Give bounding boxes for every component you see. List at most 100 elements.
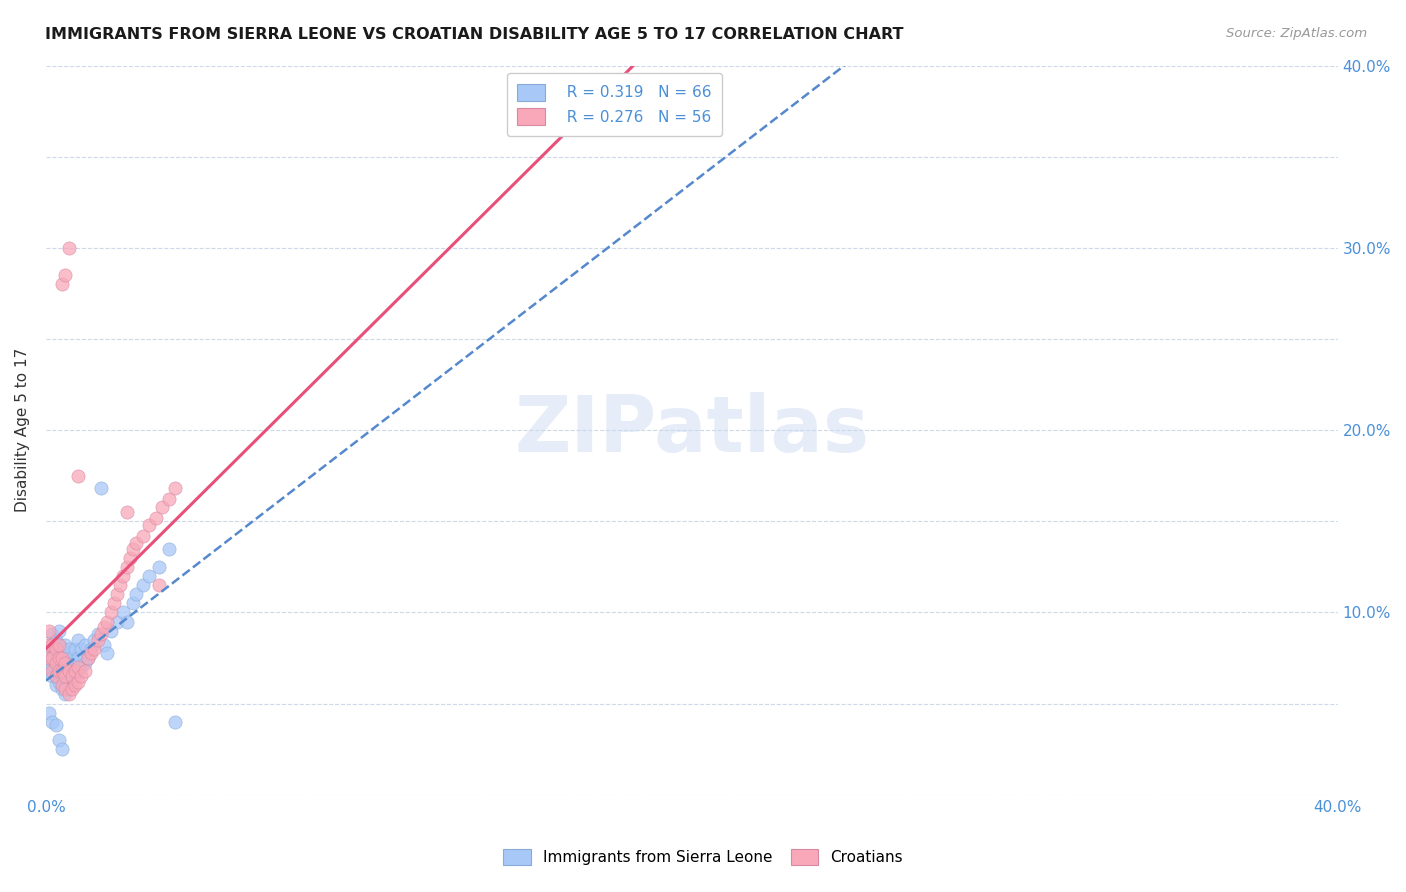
Point: [51, 681, 73, 696]
Point: [38, 624, 60, 638]
Point: [90, 627, 112, 641]
Point: [58, 664, 80, 678]
Point: [53, 688, 76, 702]
Point: [145, 510, 167, 524]
Point: [58, 681, 80, 696]
Point: [41, 669, 63, 683]
Point: [41, 638, 63, 652]
Point: [63, 664, 86, 678]
Point: [67, 660, 90, 674]
Point: [41, 651, 63, 665]
Point: [53, 669, 76, 683]
Point: [67, 674, 90, 689]
Point: [105, 587, 128, 601]
Point: [67, 664, 90, 678]
Point: [48, 638, 70, 652]
Point: [38, 651, 60, 665]
Point: [60, 681, 83, 696]
Text: Source: ZipAtlas.com: Source: ZipAtlas.com: [1226, 27, 1367, 40]
Point: [51, 678, 73, 692]
Point: [112, 606, 135, 620]
Point: [45, 632, 67, 647]
Point: [83, 641, 105, 656]
Point: [51, 657, 73, 671]
Point: [148, 578, 170, 592]
Point: [48, 733, 70, 747]
Point: [58, 241, 80, 255]
Point: [73, 657, 96, 671]
Point: [51, 641, 73, 656]
Point: [67, 632, 90, 647]
Point: [138, 517, 160, 532]
Point: [125, 587, 148, 601]
Point: [41, 651, 63, 665]
Point: [103, 596, 125, 610]
Point: [165, 714, 187, 729]
Point: [60, 669, 83, 683]
Point: [45, 669, 67, 683]
Point: [48, 664, 70, 678]
Point: [38, 657, 60, 671]
Point: [60, 664, 83, 678]
Point: [73, 664, 96, 678]
Point: [112, 569, 135, 583]
Point: [58, 641, 80, 656]
Point: [138, 569, 160, 583]
Point: [58, 657, 80, 671]
Point: [157, 541, 180, 556]
Point: [125, 536, 148, 550]
Point: [45, 660, 67, 674]
Point: [48, 651, 70, 665]
Point: [67, 468, 90, 483]
Point: [48, 674, 70, 689]
Point: [148, 559, 170, 574]
Legend:   R = 0.319   N = 66,   R = 0.276   N = 56: R = 0.319 N = 66, R = 0.276 N = 56: [506, 73, 723, 136]
Point: [100, 624, 122, 638]
Point: [63, 641, 86, 656]
Point: [48, 624, 70, 638]
Point: [53, 268, 76, 283]
Point: [83, 632, 105, 647]
Point: [48, 638, 70, 652]
Point: [38, 646, 60, 660]
Point: [53, 638, 76, 652]
Point: [48, 664, 70, 678]
Point: [122, 541, 145, 556]
Point: [60, 651, 83, 665]
Point: [45, 641, 67, 656]
Legend: Immigrants from Sierra Leone, Croatians: Immigrants from Sierra Leone, Croatians: [496, 843, 910, 871]
Point: [51, 277, 73, 292]
Point: [41, 714, 63, 729]
Point: [67, 651, 90, 665]
Y-axis label: Disability Age 5 to 17: Disability Age 5 to 17: [15, 348, 30, 512]
Point: [53, 664, 76, 678]
Point: [53, 681, 76, 696]
Point: [132, 578, 155, 592]
Point: [70, 641, 93, 656]
Point: [115, 559, 138, 574]
Point: [132, 529, 155, 543]
Point: [93, 620, 115, 634]
Point: [110, 578, 132, 592]
Point: [45, 646, 67, 660]
Point: [77, 651, 100, 665]
Point: [41, 664, 63, 678]
Point: [41, 627, 63, 641]
Point: [48, 651, 70, 665]
Point: [96, 615, 118, 629]
Point: [53, 651, 76, 665]
Point: [63, 669, 86, 683]
Point: [45, 718, 67, 732]
Point: [96, 646, 118, 660]
Point: [45, 669, 67, 683]
Point: [118, 550, 141, 565]
Point: [80, 641, 103, 656]
Point: [157, 492, 180, 507]
Point: [93, 638, 115, 652]
Point: [80, 646, 103, 660]
Point: [38, 706, 60, 720]
Point: [105, 615, 128, 629]
Text: ZIPatlas: ZIPatlas: [515, 392, 869, 468]
Point: [115, 505, 138, 519]
Point: [51, 651, 73, 665]
